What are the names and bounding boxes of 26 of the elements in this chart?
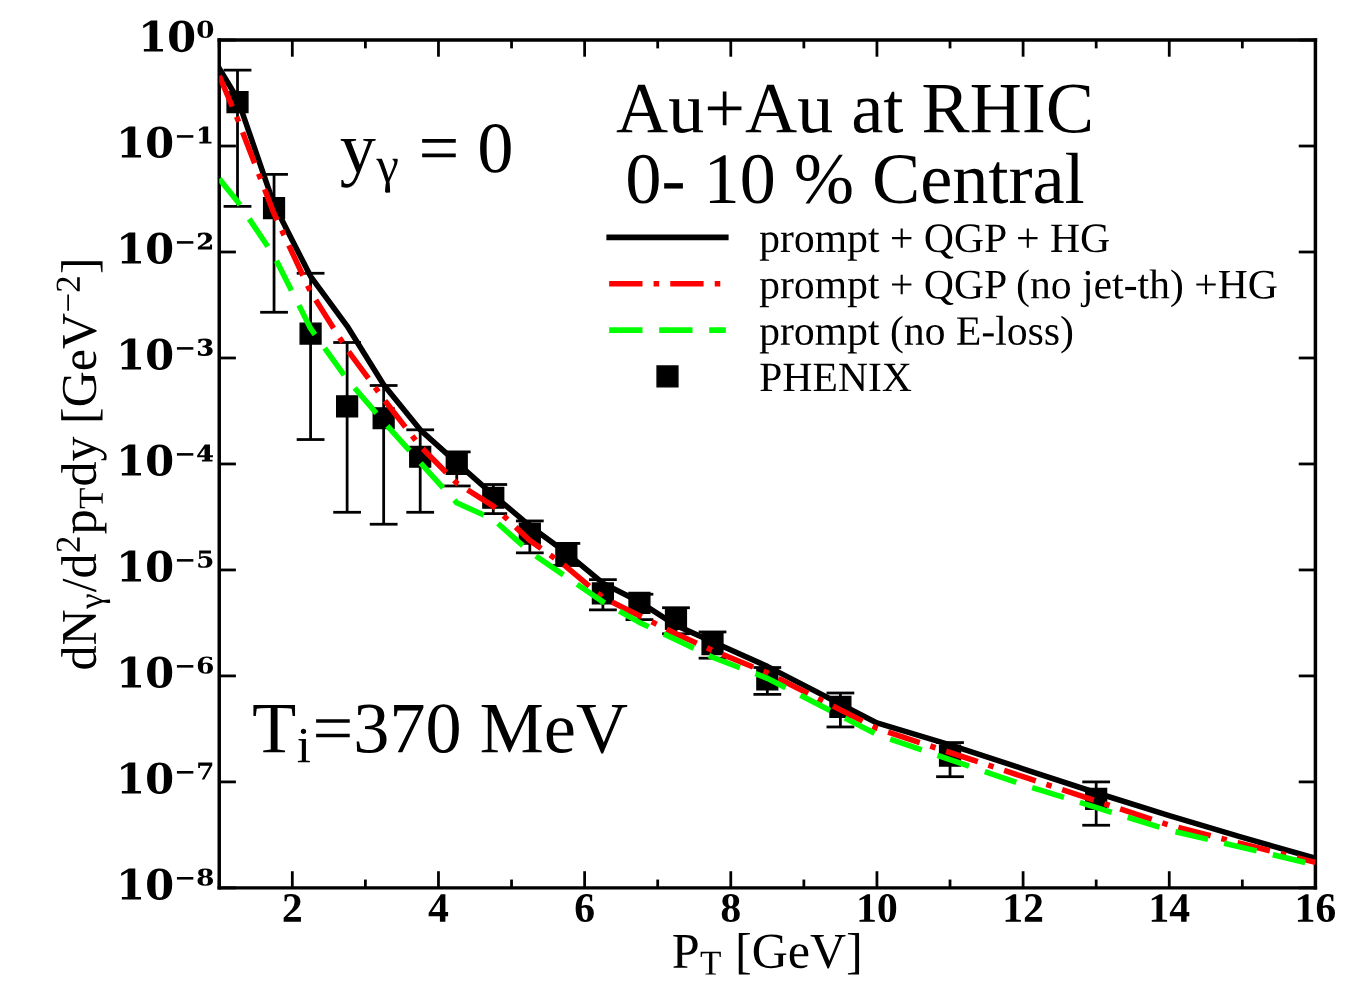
y-tick-label: 10⁻⁶ bbox=[121, 656, 214, 689]
x-axis-title: P$_{T}$ [GeV] bbox=[673, 933, 860, 975]
x-tick-label: 16 bbox=[1297, 894, 1336, 923]
legend-label: prompt + QGP + HG bbox=[759, 224, 1109, 261]
annotation: T$_{i}$=370 MeV bbox=[253, 704, 628, 763]
x-tick-label: 14 bbox=[1151, 894, 1190, 922]
legend-label: prompt (no E-loss) bbox=[759, 315, 1073, 354]
y-tick-label: 10⁻³ bbox=[121, 338, 213, 371]
annotation: y$_{γ}$ = 0 bbox=[340, 124, 511, 193]
y-tick-label: 10⁻² bbox=[121, 232, 213, 265]
x-tick-label: 6 bbox=[575, 894, 594, 923]
x-tick-label: 2 bbox=[283, 894, 301, 922]
y-tick-label: 10⁻⁴ bbox=[121, 444, 213, 477]
x-tick-label: 8 bbox=[721, 893, 740, 923]
legend-label: prompt + QGP (no jet-th) +HG bbox=[759, 269, 1277, 308]
x-tick-label: 10 bbox=[859, 893, 897, 923]
y-tick-label: 10⁻¹ bbox=[121, 126, 212, 159]
y-tick-label: 10⁰ bbox=[143, 20, 214, 53]
y-tick-label: 10⁻⁷ bbox=[121, 762, 213, 794]
x-tick-label: 4 bbox=[428, 894, 449, 922]
y-tick-label: 10⁻⁵ bbox=[121, 550, 213, 583]
annotation: Au+Au at RHIC 0- 10 % Central bbox=[616, 84, 1091, 204]
x-tick-label: 12 bbox=[1005, 894, 1043, 922]
y-tick-label: 10⁻⁸ bbox=[121, 868, 214, 900]
text: dN$_{γ}$/d$^{2}$p$_{T}$dy [GeV$^{−2}$] bbox=[56, 261, 111, 669]
legend-label: PHENIX bbox=[760, 363, 912, 392]
